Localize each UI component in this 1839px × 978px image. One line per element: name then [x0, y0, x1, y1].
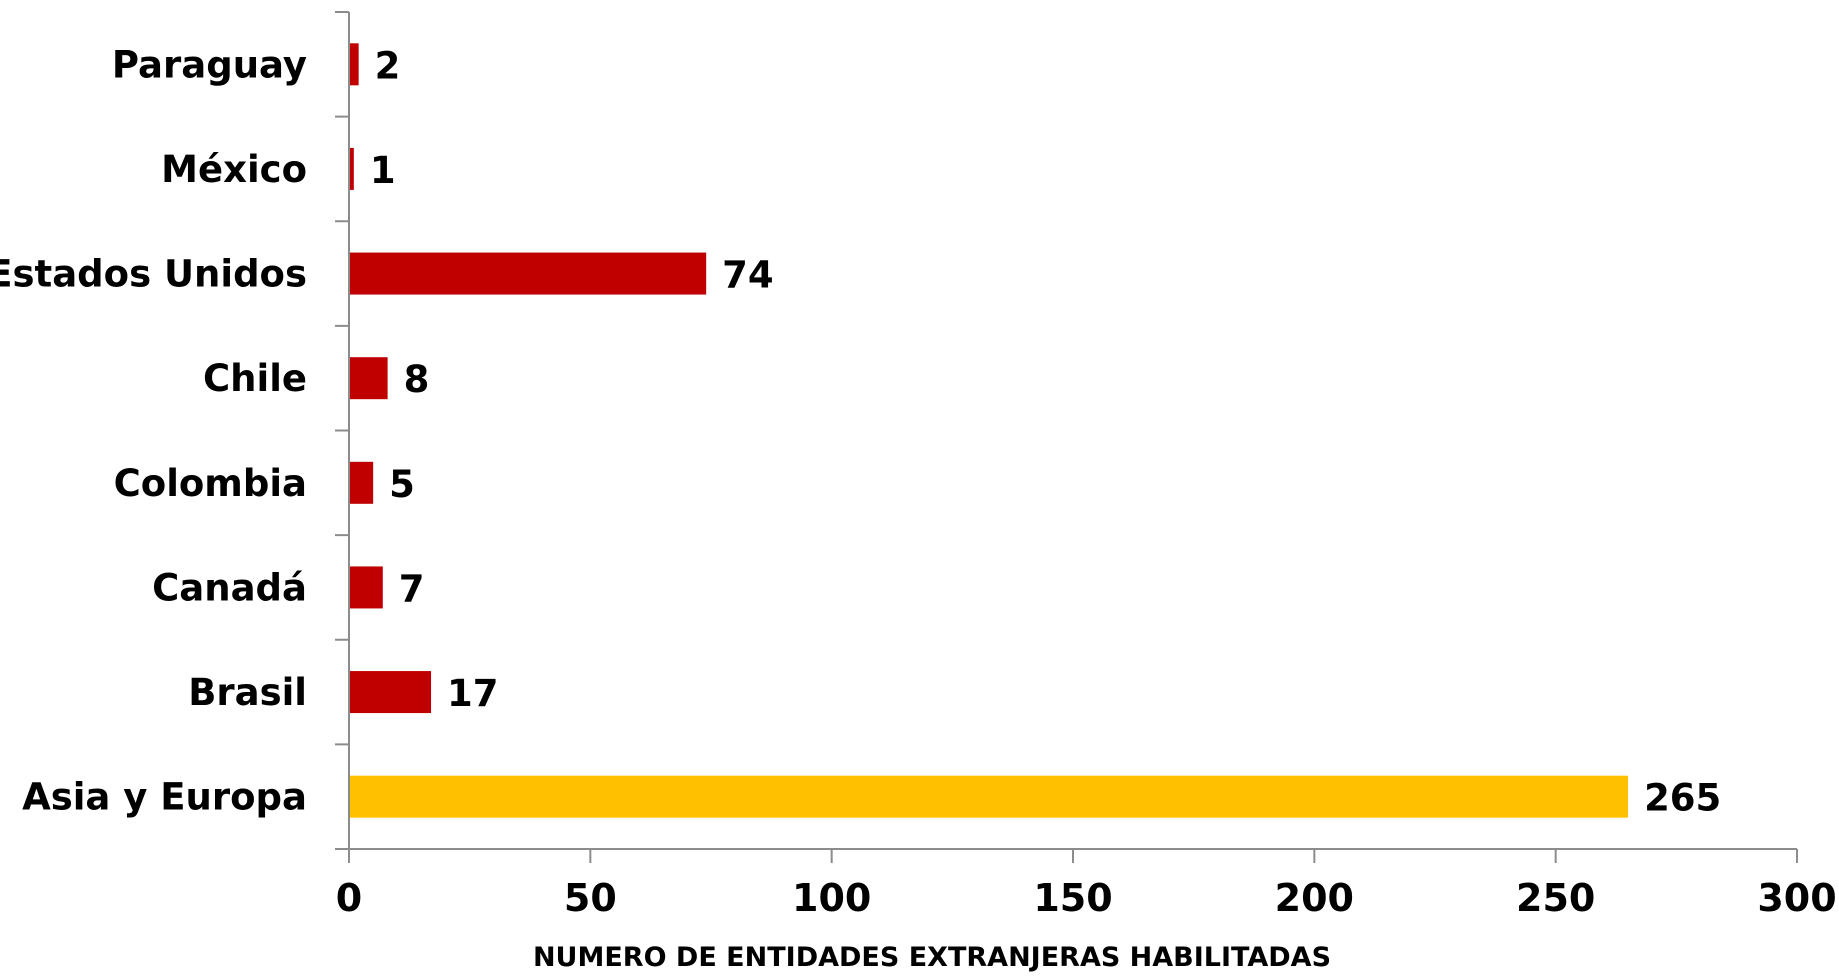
x-tick-label-300: 300 — [1757, 876, 1836, 920]
x-tick-label-150: 150 — [1033, 876, 1112, 920]
category-label-chile: Chile — [203, 357, 307, 400]
x-tick-label-0: 0 — [336, 876, 362, 920]
axes: 0 50 100 150 200 250 300 — [335, 11, 1837, 920]
category-label-mexico: México — [161, 148, 307, 191]
category-labels: Paraguay México Estados Unidos Chile Colombi… — [0, 43, 307, 818]
bar-estados-unidos — [349, 252, 707, 295]
x-axis-title: NUMERO DE ENTIDADES EXTRANJERAS HABILITA… — [533, 942, 1331, 973]
bar-chile — [349, 357, 388, 400]
bar-paraguay — [349, 43, 359, 86]
category-label-asia-y-europa: Asia y Europa — [22, 776, 307, 819]
value-label-colombia: 5 — [389, 463, 415, 506]
value-label-brasil: 17 — [447, 672, 499, 715]
bar-colombia — [349, 461, 374, 504]
x-tick-label-50: 50 — [564, 876, 617, 920]
bar-canada — [349, 566, 383, 609]
bars-layer — [349, 43, 1629, 818]
bar-asia-y-europa — [349, 775, 1629, 818]
x-tick-label-200: 200 — [1275, 876, 1354, 920]
bar-brasil — [349, 671, 432, 714]
value-label-canada: 7 — [399, 567, 425, 610]
category-label-colombia: Colombia — [114, 462, 307, 505]
category-label-estados-unidos: Estados Unidos — [0, 253, 307, 296]
value-label-asia-y-europa: 265 — [1644, 777, 1721, 820]
x-tick-label-250: 250 — [1516, 876, 1595, 920]
value-label-paraguay: 2 — [375, 44, 401, 87]
value-label-estados-unidos: 74 — [722, 254, 774, 297]
value-label-mexico: 1 — [370, 149, 396, 192]
category-label-brasil: Brasil — [188, 671, 307, 714]
bar-mexico — [349, 147, 354, 190]
category-label-paraguay: Paraguay — [112, 43, 307, 86]
value-label-chile: 8 — [404, 358, 430, 401]
value-labels: 2 1 74 8 5 7 17 265 — [370, 44, 1721, 819]
x-tick-label-100: 100 — [792, 876, 871, 920]
category-label-canada: Canadá — [152, 566, 307, 609]
